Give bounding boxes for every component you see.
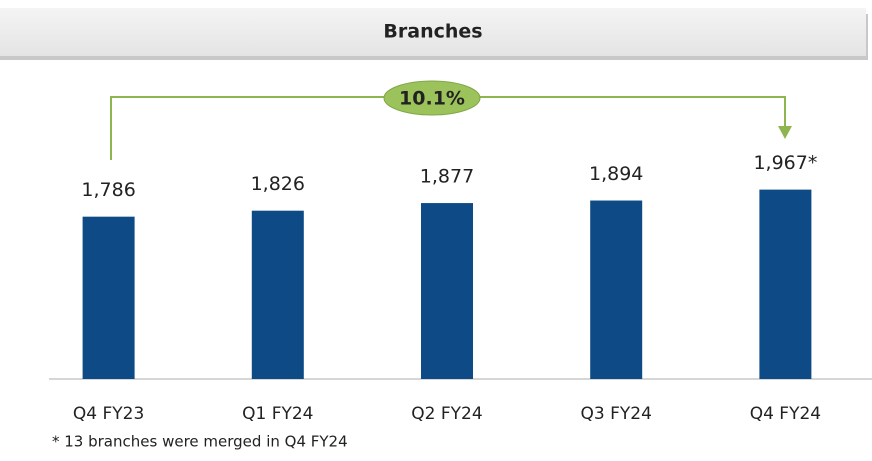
value-label: 1,826 [251, 173, 305, 195]
chart-title: Branches [383, 21, 482, 43]
bar [251, 210, 304, 379]
x-tick-label: Q4 FY24 [750, 404, 821, 424]
growth-label: 10.1% [399, 88, 465, 110]
bar [421, 203, 473, 379]
header-banner [0, 8, 866, 56]
footnote: * 13 branches were merged in Q4 FY24 [52, 433, 348, 451]
bar [82, 216, 135, 379]
growth-badge [383, 80, 481, 116]
bar [590, 200, 643, 379]
value-label: 1,894 [589, 163, 643, 185]
bar [759, 189, 812, 379]
x-tick-label: Q1 FY24 [242, 404, 313, 424]
value-label: 1,786 [81, 179, 135, 201]
value-label: 1,967* [753, 152, 817, 174]
value-label: 1,877 [420, 166, 474, 188]
x-tick-label: Q2 FY24 [411, 404, 482, 424]
x-tick-label: Q3 FY24 [580, 404, 651, 424]
arrowhead [778, 126, 792, 139]
x-tick-label: Q4 FY23 [73, 404, 144, 424]
